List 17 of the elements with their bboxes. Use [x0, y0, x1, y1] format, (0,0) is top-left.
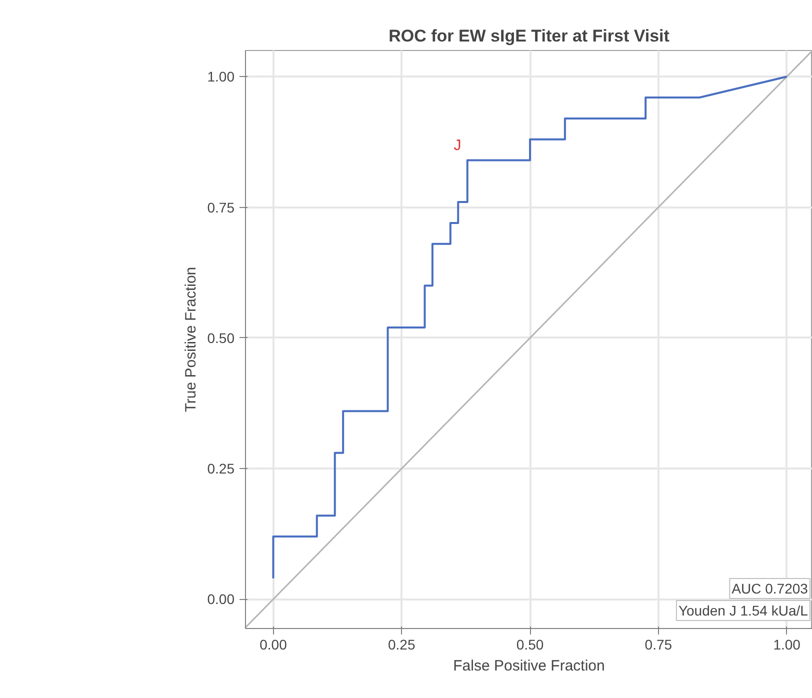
y-tick-label: 0.00: [207, 591, 235, 608]
x-tick-label: 0.25: [388, 636, 416, 652]
x-tick-label: 0.75: [644, 636, 672, 652]
y-tick-label: 0.25: [207, 460, 235, 477]
y-tick-label: 0.50: [207, 330, 235, 346]
chart-title: ROC for EW sIgE Titer at First Visit: [388, 26, 670, 46]
x-axis-title: False Positive Fraction: [453, 658, 605, 674]
y-tick-label: 1.00: [207, 68, 235, 85]
x-tick-label: 0.00: [260, 636, 288, 652]
line-series: [272, 76, 788, 580]
annotation: J: [454, 137, 462, 154]
y-axis-title: True Positive Fraction: [182, 266, 200, 412]
annotation: Youden J 1.54 kUa/L: [678, 602, 808, 618]
annotation: AUC 0.7203: [732, 580, 808, 596]
y-tick-label: 0.75: [207, 199, 235, 216]
x-tick-label: 1.00: [773, 636, 801, 652]
x-tick-label: 0.50: [516, 636, 544, 652]
